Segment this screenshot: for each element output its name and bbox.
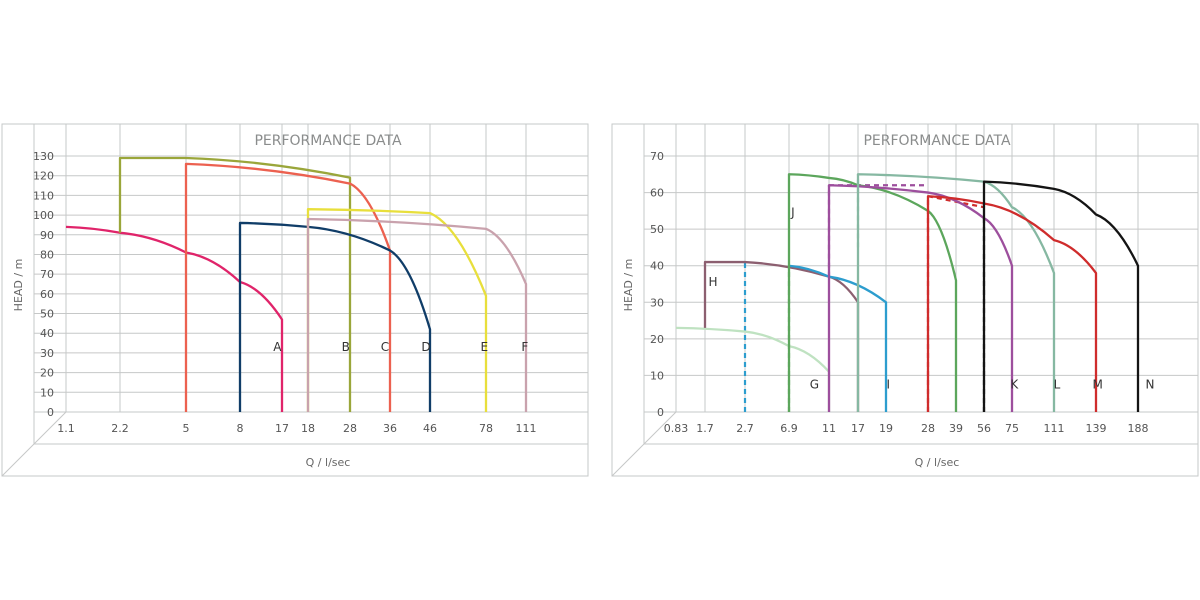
series-label-H: H bbox=[708, 275, 717, 289]
y-tick-label: 120 bbox=[33, 170, 54, 183]
x-axis-label: Q / l/sec bbox=[915, 456, 960, 469]
y-tick-label: 100 bbox=[33, 209, 54, 222]
y-tick-label: 80 bbox=[40, 248, 54, 261]
chart-1: 0 10 20 30 40 50 60 70 80 90 100 110 120 130 1.1 2.2 5 8 1… bbox=[1, 123, 589, 477]
x-tick-label: 18 bbox=[301, 422, 315, 435]
y-tick-label: 10 bbox=[40, 386, 54, 399]
series-label-M: M bbox=[1093, 378, 1103, 392]
x-tick-label: 28 bbox=[921, 422, 935, 435]
series-label-D: D bbox=[421, 340, 430, 354]
series-label-J: J bbox=[790, 206, 795, 220]
series-label-G: G bbox=[810, 378, 819, 392]
y-axis-label: HEAD / m bbox=[12, 259, 25, 312]
x-tick-label: 0.83 bbox=[664, 422, 689, 435]
series-line-H bbox=[703, 260, 860, 412]
x-tick-label: 78 bbox=[479, 422, 493, 435]
floor-diagonal bbox=[1, 443, 35, 477]
y-tick-label: 50 bbox=[40, 308, 54, 321]
x-tick-label: 1.1 bbox=[57, 422, 75, 435]
series-line-B bbox=[118, 156, 352, 412]
chart-title: PERFORMANCE DATA bbox=[863, 133, 1011, 149]
y-tick-label: 60 bbox=[650, 187, 664, 200]
series-line-F bbox=[306, 217, 528, 412]
series-label-N: N bbox=[1146, 378, 1155, 392]
floor-diagonal bbox=[611, 443, 645, 477]
x-tick-label: 56 bbox=[977, 422, 991, 435]
series-line-G bbox=[675, 326, 831, 412]
x-tick-label: 17 bbox=[851, 422, 865, 435]
y-tick-label: 20 bbox=[40, 367, 54, 380]
x-tick-label: 1.7 bbox=[696, 422, 714, 435]
x-tick-label: 6.9 bbox=[780, 422, 798, 435]
series-label-I: I bbox=[887, 378, 891, 392]
y-tick-label: 50 bbox=[650, 223, 664, 236]
y-axis-label: HEAD / m bbox=[622, 259, 635, 312]
series-line-E bbox=[306, 208, 488, 412]
chart-2: 0 10 20 30 40 50 60 70 0.83 1.7 2.7 6.9 11 17 19 28 39 56… bbox=[611, 123, 1199, 477]
y-tick-label: 70 bbox=[650, 150, 664, 163]
y-tick-label: 30 bbox=[40, 347, 54, 360]
y-tick-label: 40 bbox=[40, 327, 54, 340]
x-tick-label: 39 bbox=[949, 422, 963, 435]
x-tick-label: 139 bbox=[1086, 422, 1107, 435]
y-tick-label: 110 bbox=[33, 189, 54, 202]
series-line-C bbox=[184, 162, 392, 412]
series-line-N bbox=[982, 180, 1140, 412]
x-tick-label: 111 bbox=[516, 422, 537, 435]
x-tick-label: 2.2 bbox=[111, 422, 129, 435]
y-tick-label: 60 bbox=[40, 288, 54, 301]
x-tick-label: 19 bbox=[879, 422, 893, 435]
x-tick-label: 28 bbox=[343, 422, 357, 435]
x-tick-label: 11 bbox=[822, 422, 836, 435]
chart-title: PERFORMANCE DATA bbox=[254, 133, 402, 149]
series-line-L bbox=[856, 173, 1056, 412]
y-tick-label: 130 bbox=[33, 150, 54, 163]
series-label-F: F bbox=[521, 340, 528, 354]
chart-frame bbox=[611, 123, 1199, 477]
series-line-M bbox=[926, 195, 1098, 412]
x-tick-label: 188 bbox=[1128, 422, 1149, 435]
series-label-B: B bbox=[342, 340, 350, 354]
series-label-L: L bbox=[1054, 378, 1061, 392]
x-tick-label: 2.7 bbox=[736, 422, 754, 435]
x-tick-label: 36 bbox=[383, 422, 397, 435]
y-tick-label: 0 bbox=[657, 406, 664, 419]
y-tick-label: 0 bbox=[47, 406, 54, 419]
x-tick-label: 17 bbox=[275, 422, 289, 435]
series-label-K: K bbox=[1010, 378, 1019, 392]
y-tick-label: 90 bbox=[40, 229, 54, 242]
series-label-A: A bbox=[273, 340, 282, 354]
series-line-D bbox=[238, 221, 432, 412]
x-tick-label: 8 bbox=[237, 422, 244, 435]
series-label-E: E bbox=[480, 340, 488, 354]
y-tick-label: 20 bbox=[650, 333, 664, 346]
x-tick-label: 5 bbox=[183, 422, 190, 435]
x-axis-label: Q / l/sec bbox=[306, 456, 351, 469]
chart-frame bbox=[1, 123, 589, 477]
x-tick-label: 75 bbox=[1005, 422, 1019, 435]
floor-back-diagonal bbox=[643, 411, 677, 445]
y-tick-label: 30 bbox=[650, 296, 664, 309]
x-tick-label: 111 bbox=[1044, 422, 1065, 435]
floor-back-diagonal bbox=[33, 411, 67, 445]
y-tick-label: 40 bbox=[650, 260, 664, 273]
y-tick-label: 70 bbox=[40, 268, 54, 281]
x-tick-label: 46 bbox=[423, 422, 437, 435]
y-tick-label: 10 bbox=[650, 369, 664, 382]
series-label-C: C bbox=[381, 340, 389, 354]
